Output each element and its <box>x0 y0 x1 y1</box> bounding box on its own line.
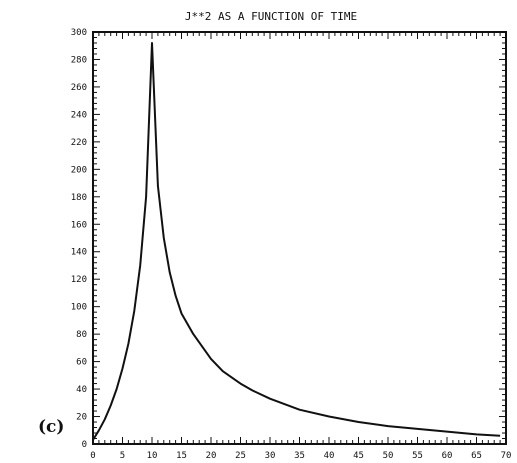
y-tick-label: 260 <box>71 83 87 93</box>
series-layer <box>92 42 501 441</box>
y-tick-label: 60 <box>76 358 87 368</box>
y-tick-label: 120 <box>71 275 87 285</box>
x-tick-label: 55 <box>412 451 423 461</box>
y-tick-label: 160 <box>71 220 87 230</box>
panel-label: (c) <box>38 417 64 437</box>
y-tick-label: 20 <box>76 413 87 423</box>
x-tick-label: 5 <box>120 451 125 461</box>
x-tick-label: 15 <box>176 451 187 461</box>
x-tick-label: 25 <box>235 451 246 461</box>
x-tick-label: 20 <box>206 451 217 461</box>
x-tick-label: 30 <box>265 451 276 461</box>
y-tick-label: 180 <box>71 193 87 203</box>
y-tick-label: 140 <box>71 248 87 258</box>
y-tick-label: 220 <box>71 138 87 148</box>
y-tick-label: 280 <box>71 55 87 65</box>
x-tick-label: 35 <box>294 451 305 461</box>
tick-marks <box>92 31 507 445</box>
x-tick-label: 60 <box>442 451 453 461</box>
tick-labels: 0 5 10 15 20 25 30 35 40 45 50 55 60 65 70 0 20 40 60 80 100… <box>71 28 512 461</box>
y-tick-label: 200 <box>71 165 87 175</box>
y-tick-label: 0 <box>82 440 87 450</box>
y-tick-label: 300 <box>71 28 87 38</box>
x-tick-label: 45 <box>353 451 364 461</box>
y-tick-label: 240 <box>71 110 87 120</box>
series-line <box>92 42 501 441</box>
x-tick-label: 40 <box>324 451 335 461</box>
y-tick-label: 40 <box>76 385 87 395</box>
chart-title: J**2 AS A FUNCTION OF TIME <box>185 10 357 23</box>
x-tick-label: 70 <box>501 451 512 461</box>
y-tick-label: 80 <box>76 330 87 340</box>
x-tick-label: 10 <box>147 451 158 461</box>
x-tick-label: 50 <box>383 451 394 461</box>
y-tick-label: 100 <box>71 303 87 313</box>
x-tick-label: 0 <box>90 451 95 461</box>
x-tick-label: 65 <box>471 451 482 461</box>
